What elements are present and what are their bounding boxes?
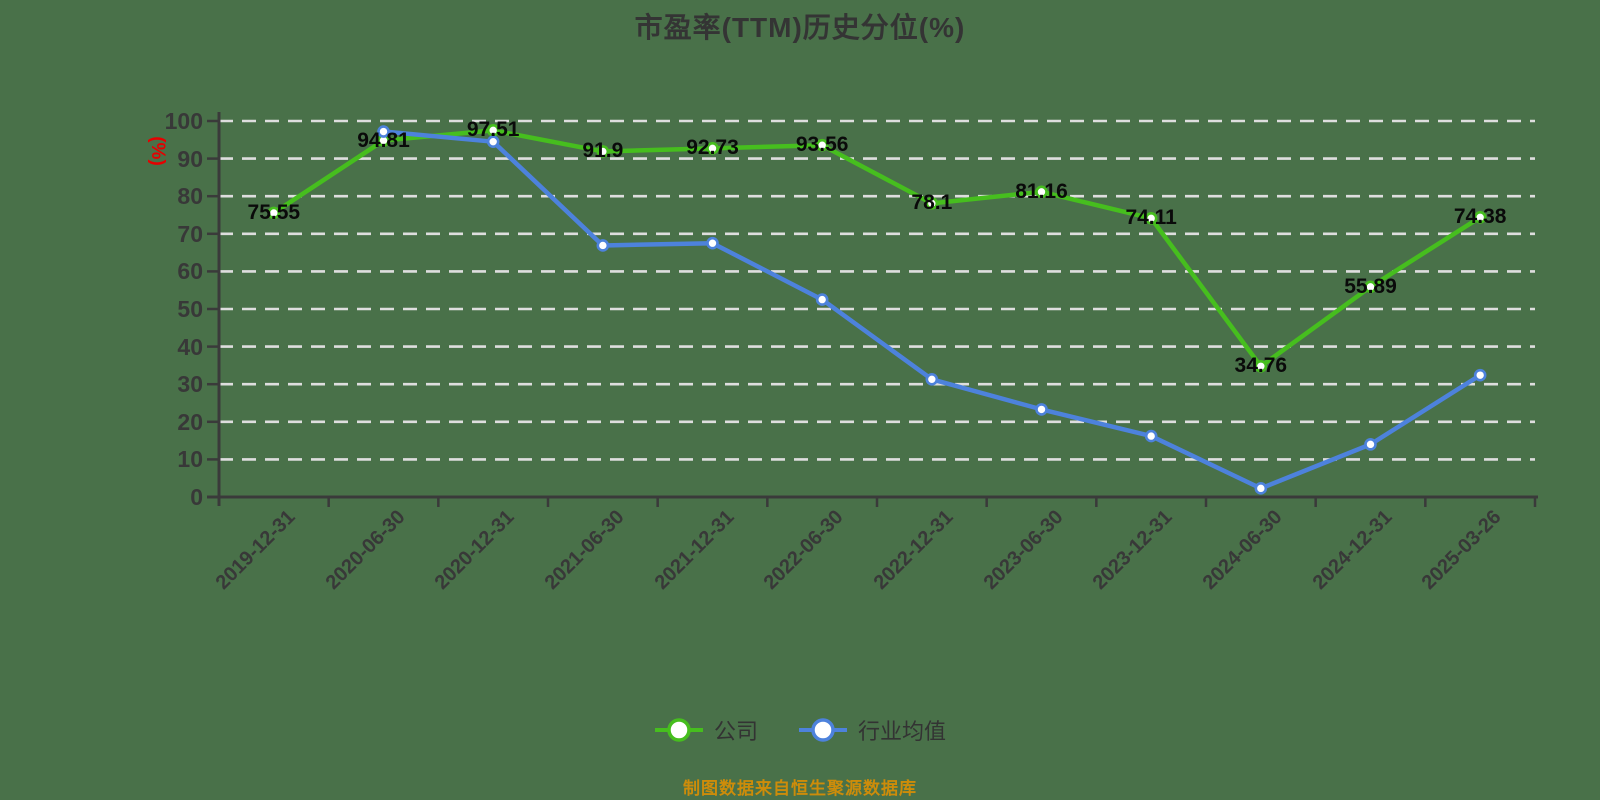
y-tick-label: 80 <box>177 183 203 210</box>
data-point <box>1035 403 1048 416</box>
data-point <box>1364 438 1377 451</box>
data-point <box>596 145 610 158</box>
data-point <box>706 236 719 250</box>
data-point <box>925 197 939 210</box>
data-point <box>1144 429 1158 443</box>
legend-label-company: 公司 <box>713 719 758 744</box>
data-point <box>1254 360 1268 373</box>
data-point <box>1473 211 1487 224</box>
data-point <box>1144 212 1158 225</box>
legend-item-company[interactable]: 公司 <box>654 714 758 746</box>
legend: 公司 行业均值 <box>0 714 1600 746</box>
y-tick-label: 10 <box>177 446 203 473</box>
legend-label-industry-average: 行业均值 <box>858 719 947 744</box>
y-tick-label: 90 <box>177 145 203 172</box>
data-point <box>1473 368 1487 382</box>
y-tick-label: 30 <box>177 371 203 398</box>
y-tick-label: 20 <box>177 408 203 435</box>
data-point <box>815 138 829 152</box>
company-series-marker-icon <box>654 718 703 742</box>
series-line-公司 <box>271 128 1483 369</box>
industry-series-marker-icon <box>799 718 847 742</box>
data-point <box>267 206 281 220</box>
legend-item-industry-average[interactable]: 行业均值 <box>798 714 946 746</box>
chart-title: 市盈率(TTM)历史分位(%) <box>634 12 966 43</box>
y-tick-label: 40 <box>177 333 203 360</box>
data-point <box>486 135 500 148</box>
data-point <box>1254 482 1268 495</box>
y-tick-label: 100 <box>164 108 203 134</box>
y-tick-label: 50 <box>177 296 203 322</box>
y-tick-label: 60 <box>177 258 203 285</box>
y-tick-label: 70 <box>177 220 203 247</box>
data-point <box>486 124 500 137</box>
data-point <box>1035 185 1048 199</box>
data-source-note: 制图数据来自恒生聚源数据库 <box>683 779 917 798</box>
data-point <box>596 239 610 252</box>
data-point <box>1364 280 1377 294</box>
data-point <box>815 293 829 306</box>
data-point <box>925 373 939 386</box>
data-point <box>377 125 390 138</box>
data-point <box>706 142 719 155</box>
y-tick-label: 0 <box>190 484 203 510</box>
